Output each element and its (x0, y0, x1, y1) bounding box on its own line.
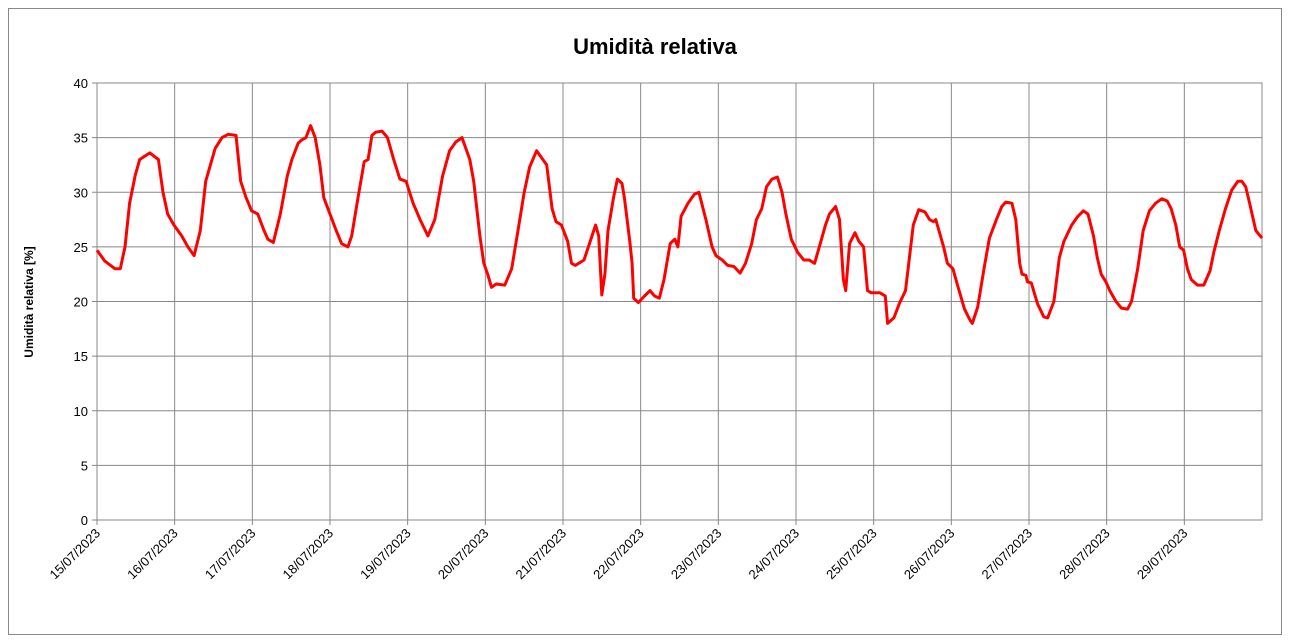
line-series (95, 124, 1264, 325)
y-tick-label: 0 (81, 513, 88, 528)
chart-title: Umidità relativa (573, 34, 738, 59)
y-tick-label: 15 (74, 349, 88, 364)
y-tick-label: 20 (74, 295, 88, 310)
y-tick-label: 30 (74, 185, 88, 200)
y-tick-label: 25 (74, 240, 88, 255)
y-axis-label: Umidità relativa [%] (22, 246, 36, 357)
y-tick-label: 10 (74, 404, 88, 419)
y-tick-label: 40 (74, 76, 88, 91)
y-tick-label: 5 (81, 458, 88, 473)
y-tick-label: 35 (74, 131, 88, 146)
